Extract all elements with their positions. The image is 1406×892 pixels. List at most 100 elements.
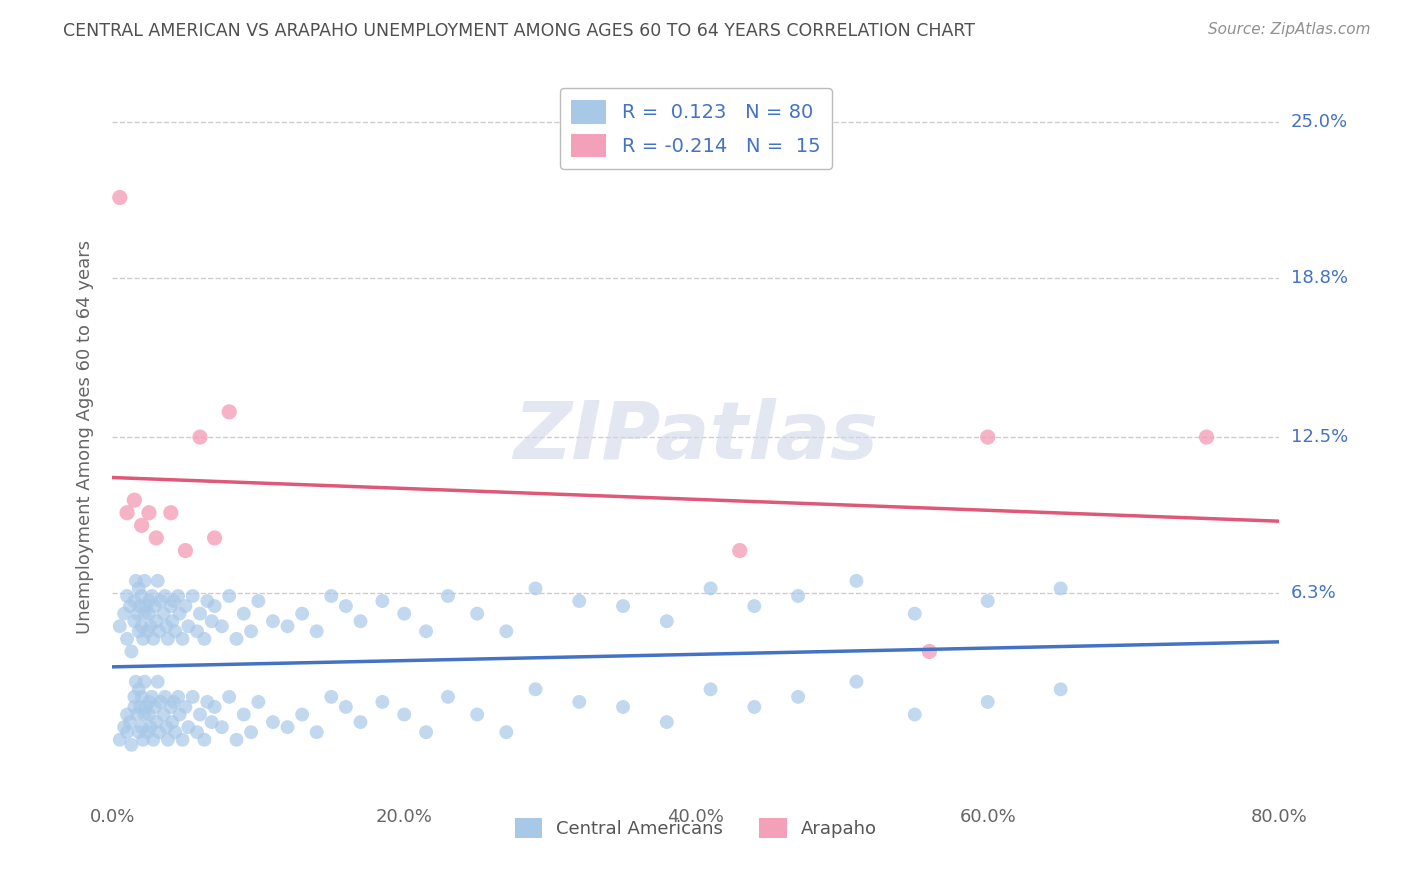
Point <box>145 531 167 545</box>
Point <box>787 690 810 704</box>
Point <box>167 690 190 704</box>
Point <box>155 619 177 633</box>
Point <box>125 674 148 689</box>
Point <box>112 720 135 734</box>
Point <box>195 594 218 608</box>
Point <box>612 700 634 714</box>
Point <box>160 506 183 520</box>
Point <box>1049 582 1071 596</box>
Point <box>495 624 517 639</box>
Point <box>305 725 328 739</box>
Point <box>118 599 141 613</box>
Point <box>129 700 152 714</box>
Point <box>160 700 183 714</box>
Point <box>172 632 194 646</box>
Point <box>136 725 159 739</box>
Point <box>146 574 169 588</box>
Point <box>186 624 208 639</box>
Point <box>193 632 215 646</box>
Text: CENTRAL AMERICAN VS ARAPAHO UNEMPLOYMENT AMONG AGES 60 TO 64 YEARS CORRELATION C: CENTRAL AMERICAN VS ARAPAHO UNEMPLOYMENT… <box>63 22 976 40</box>
Text: 6.3%: 6.3% <box>1291 584 1336 602</box>
Point <box>232 707 254 722</box>
Point <box>139 619 162 633</box>
Point <box>371 594 394 608</box>
Text: 18.8%: 18.8% <box>1291 269 1347 287</box>
Point <box>201 614 224 628</box>
Point <box>276 619 298 633</box>
Point <box>218 690 240 704</box>
Point <box>247 594 270 608</box>
Point <box>131 518 153 533</box>
Point <box>132 732 155 747</box>
Point <box>186 725 208 739</box>
Point <box>976 594 998 608</box>
Legend: Central Americans, Arapaho: Central Americans, Arapaho <box>508 811 884 845</box>
Point <box>127 707 149 722</box>
Point <box>108 190 131 204</box>
Point <box>138 506 160 520</box>
Point <box>124 700 146 714</box>
Point <box>291 707 314 722</box>
Point <box>128 682 150 697</box>
Point <box>568 695 591 709</box>
Point <box>371 695 394 709</box>
Point <box>128 582 150 596</box>
Point <box>918 644 941 658</box>
Point <box>138 707 160 722</box>
Point <box>349 614 371 628</box>
Point <box>124 594 146 608</box>
Point <box>172 732 194 747</box>
Point <box>108 619 131 633</box>
Point <box>174 599 197 613</box>
Point <box>655 614 678 628</box>
Point <box>181 690 204 704</box>
Point <box>138 607 160 621</box>
Point <box>465 607 488 621</box>
Point <box>845 574 868 588</box>
Point <box>193 732 215 747</box>
Point <box>655 715 678 730</box>
Point <box>163 695 186 709</box>
Point <box>112 607 135 621</box>
Point <box>177 720 200 734</box>
Point <box>240 725 263 739</box>
Point <box>976 430 998 444</box>
Point <box>136 624 159 639</box>
Y-axis label: Unemployment Among Ages 60 to 64 years: Unemployment Among Ages 60 to 64 years <box>76 240 94 634</box>
Point <box>156 732 179 747</box>
Point <box>131 619 153 633</box>
Point <box>291 607 314 621</box>
Text: 25.0%: 25.0% <box>1291 112 1348 131</box>
Point <box>787 589 810 603</box>
Point <box>135 700 157 714</box>
Point <box>125 574 148 588</box>
Point <box>146 674 169 689</box>
Point <box>181 589 204 603</box>
Point <box>335 700 357 714</box>
Point <box>153 589 176 603</box>
Point <box>201 715 224 730</box>
Point <box>262 614 284 628</box>
Point <box>742 599 765 613</box>
Point <box>165 725 187 739</box>
Point <box>167 589 190 603</box>
Point <box>699 582 721 596</box>
Point <box>524 582 547 596</box>
Point <box>524 682 547 697</box>
Point <box>1195 430 1218 444</box>
Point <box>195 695 218 709</box>
Text: Source: ZipAtlas.com: Source: ZipAtlas.com <box>1208 22 1371 37</box>
Point <box>465 707 488 722</box>
Point <box>349 715 371 730</box>
Point <box>148 725 170 739</box>
Point <box>134 607 156 621</box>
Point <box>169 607 191 621</box>
Point <box>132 632 155 646</box>
Point <box>699 682 721 697</box>
Point <box>188 707 211 722</box>
Point <box>218 405 240 419</box>
Point <box>211 619 233 633</box>
Point <box>141 690 163 704</box>
Point <box>169 707 191 722</box>
Point <box>115 725 138 739</box>
